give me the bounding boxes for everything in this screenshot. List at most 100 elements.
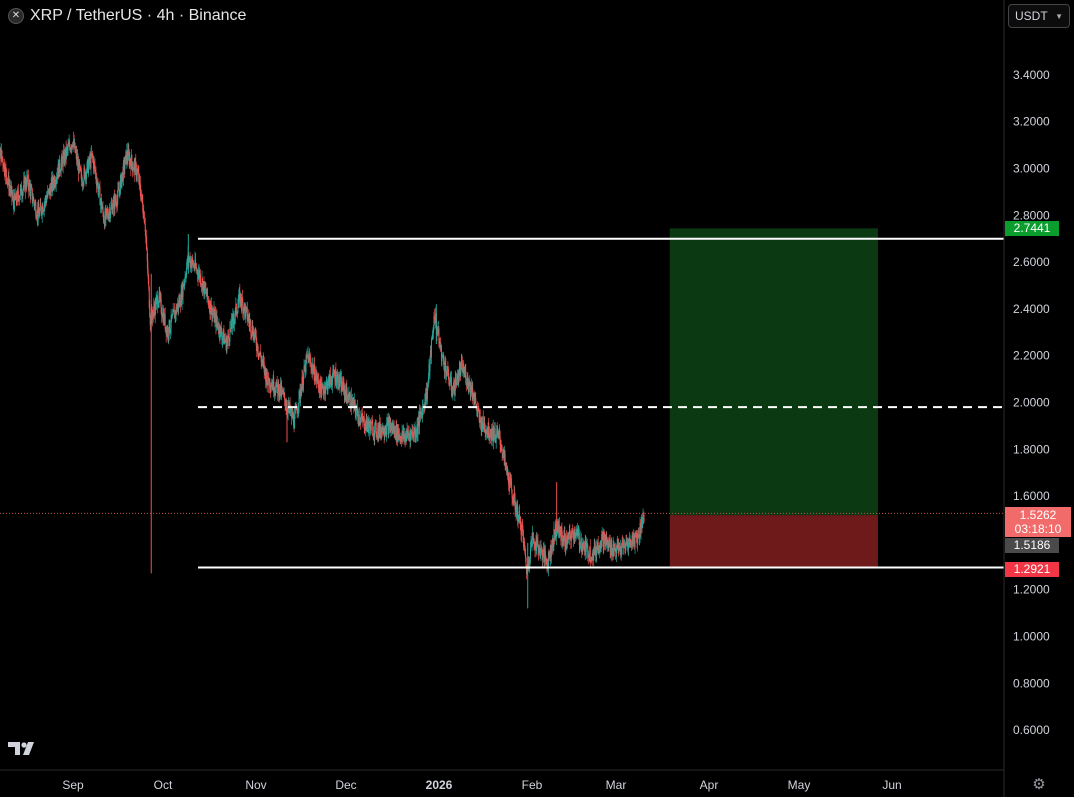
candle — [333, 364, 335, 379]
candle — [403, 435, 405, 445]
candle — [408, 425, 410, 442]
close-x-icon[interactable]: ✕ — [8, 8, 24, 24]
candle — [13, 188, 15, 212]
candle — [262, 352, 264, 369]
candle — [536, 532, 538, 547]
profit-zone[interactable] — [669, 228, 878, 516]
candle — [77, 149, 79, 171]
candle — [578, 528, 580, 553]
candle — [23, 172, 25, 191]
candle — [109, 212, 111, 223]
candle — [47, 185, 49, 199]
candle — [179, 294, 181, 307]
candle — [520, 516, 522, 531]
candle — [159, 286, 161, 303]
candle — [257, 346, 259, 360]
candle — [122, 159, 124, 187]
candle — [16, 185, 18, 206]
candle — [241, 289, 243, 303]
y-tick-label: 1.6000 — [1013, 489, 1050, 503]
candle — [514, 492, 516, 517]
candle — [519, 504, 521, 525]
y-tick-label: 2.4000 — [1013, 302, 1050, 316]
candle — [611, 537, 613, 555]
candle — [29, 179, 31, 188]
candle — [67, 138, 69, 156]
candle — [542, 542, 544, 563]
candle — [524, 544, 526, 556]
candle — [269, 377, 271, 394]
candle — [429, 355, 431, 380]
candle — [330, 376, 332, 390]
candle — [234, 307, 236, 325]
candle — [200, 269, 202, 288]
tradingview-logo-icon[interactable] — [8, 739, 42, 757]
time-axis[interactable]: Sep Oct Nov Dec 2026 Feb Mar Apr May Jun — [62, 778, 901, 792]
candle — [266, 382, 268, 393]
candle — [95, 173, 97, 193]
candle — [441, 352, 443, 367]
candle — [515, 501, 517, 521]
candle — [571, 524, 573, 532]
candle — [352, 398, 354, 406]
candle — [485, 425, 487, 440]
candle — [35, 210, 37, 219]
candle — [335, 362, 337, 387]
y-tick-label: 0.8000 — [1013, 676, 1050, 690]
currency-selector[interactable]: USDT ▼ — [1008, 4, 1070, 28]
candle — [188, 255, 190, 263]
candle — [412, 424, 414, 438]
candle — [206, 287, 208, 300]
candle — [550, 539, 552, 562]
candle — [358, 407, 360, 427]
candle — [325, 380, 327, 394]
candle — [294, 402, 296, 419]
candle — [30, 179, 32, 200]
candle — [433, 308, 435, 321]
candle — [464, 366, 466, 378]
y-tick-label: 2.2000 — [1013, 349, 1050, 363]
candle — [128, 144, 130, 156]
candle — [472, 382, 474, 405]
candle — [615, 542, 617, 560]
candle — [422, 400, 424, 423]
candle — [231, 313, 233, 335]
candle — [171, 313, 173, 320]
candle — [257, 343, 259, 357]
candle — [341, 376, 343, 391]
candle — [403, 424, 405, 442]
candle — [281, 380, 283, 401]
chart-symbol-title[interactable]: XRP / TetherUS · 4h · Binance — [30, 7, 247, 24]
candle — [28, 178, 30, 196]
candle — [149, 300, 151, 319]
candle — [548, 548, 550, 562]
candle — [339, 371, 341, 387]
candle — [329, 366, 331, 385]
candle — [470, 378, 472, 392]
candle — [126, 142, 128, 164]
candle — [15, 190, 17, 207]
candle — [362, 415, 364, 423]
candle — [170, 308, 172, 336]
candle — [219, 325, 221, 340]
candle — [8, 168, 10, 197]
candle — [284, 399, 286, 412]
candle — [80, 165, 82, 172]
level-lines[interactable] — [0, 237, 1004, 569]
candle — [449, 371, 451, 386]
candle — [283, 389, 285, 398]
candle — [106, 208, 108, 220]
loss-zone[interactable] — [669, 515, 878, 569]
x-tick-label: Jun — [882, 778, 901, 792]
x-tick-label: Mar — [606, 778, 627, 792]
gear-icon[interactable]: ⚙ — [1032, 776, 1046, 793]
candle — [386, 413, 388, 427]
candle — [168, 335, 170, 345]
candle — [297, 406, 299, 414]
y-tick-label: 1.2000 — [1013, 583, 1050, 597]
price-axis[interactable]: 3.4000 3.2000 3.0000 2.8000 2.6000 2.4000 2.20… — [1013, 68, 1050, 737]
entry-price-tag: 1.5186 — [1005, 538, 1059, 553]
candle — [134, 157, 136, 175]
candle — [178, 295, 180, 315]
